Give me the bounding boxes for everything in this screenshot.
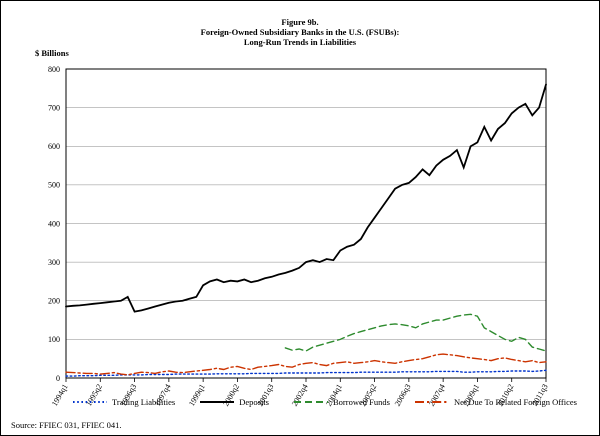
legend-item-borrowed-funds: Borrowed Funds <box>294 397 390 407</box>
chart-legend: Trading Liabilities Deposits Borrowed Fund… <box>73 397 577 407</box>
y-tick-label: 400 <box>48 219 60 228</box>
y-axis-label: $ Billions <box>35 48 69 58</box>
source-note: Source: FFIEC 031, FFIEC 041. <box>11 420 122 430</box>
series-borrowed-funds <box>284 313 547 352</box>
y-tick-label: 700 <box>48 103 60 112</box>
legend-item-deposits: Deposits <box>200 397 269 407</box>
series-trading-liabilities <box>65 369 547 377</box>
y-tick-label: 600 <box>48 142 60 151</box>
chart-title: Figure 9b. Foreign-Owned Subsidiary Bank… <box>1 17 599 47</box>
legend-item-trading-liabilities: Trading Liabilities <box>73 397 175 407</box>
legend-label: Trading Liabilities <box>112 397 176 407</box>
legend-line-sample <box>200 401 235 403</box>
chart-title-line2: Foreign-Owned Subsidiary Banks in the U.… <box>200 27 400 37</box>
y-tick-label: 500 <box>48 181 60 190</box>
legend-item-net-due-to-related-foreign-offices: Net Due To Related Foreign Offices <box>414 397 577 407</box>
y-tick-label: 300 <box>48 258 60 267</box>
y-tick-label: 0 <box>56 374 60 383</box>
series-net-due-to-related-foreign-offices <box>65 353 547 376</box>
series-deposits <box>65 83 547 313</box>
y-tick-label: 800 <box>48 65 60 74</box>
legend-line-sample <box>294 401 329 403</box>
chart-title-line3: Long-Run Trends in Liabilities <box>243 37 357 47</box>
y-tick-label: 200 <box>48 297 60 306</box>
legend-label: Deposits <box>239 397 269 407</box>
chart-title-line1: Figure 9b. <box>281 17 319 27</box>
legend-label: Net Due To Related Foreign Offices <box>453 397 577 407</box>
legend-label: Borrowed Funds <box>333 397 390 407</box>
x-tick-label: 1994q1 <box>50 383 70 408</box>
y-tick-label: 100 <box>48 335 60 344</box>
legend-line-sample <box>414 401 449 403</box>
legend-line-sample <box>73 401 107 403</box>
